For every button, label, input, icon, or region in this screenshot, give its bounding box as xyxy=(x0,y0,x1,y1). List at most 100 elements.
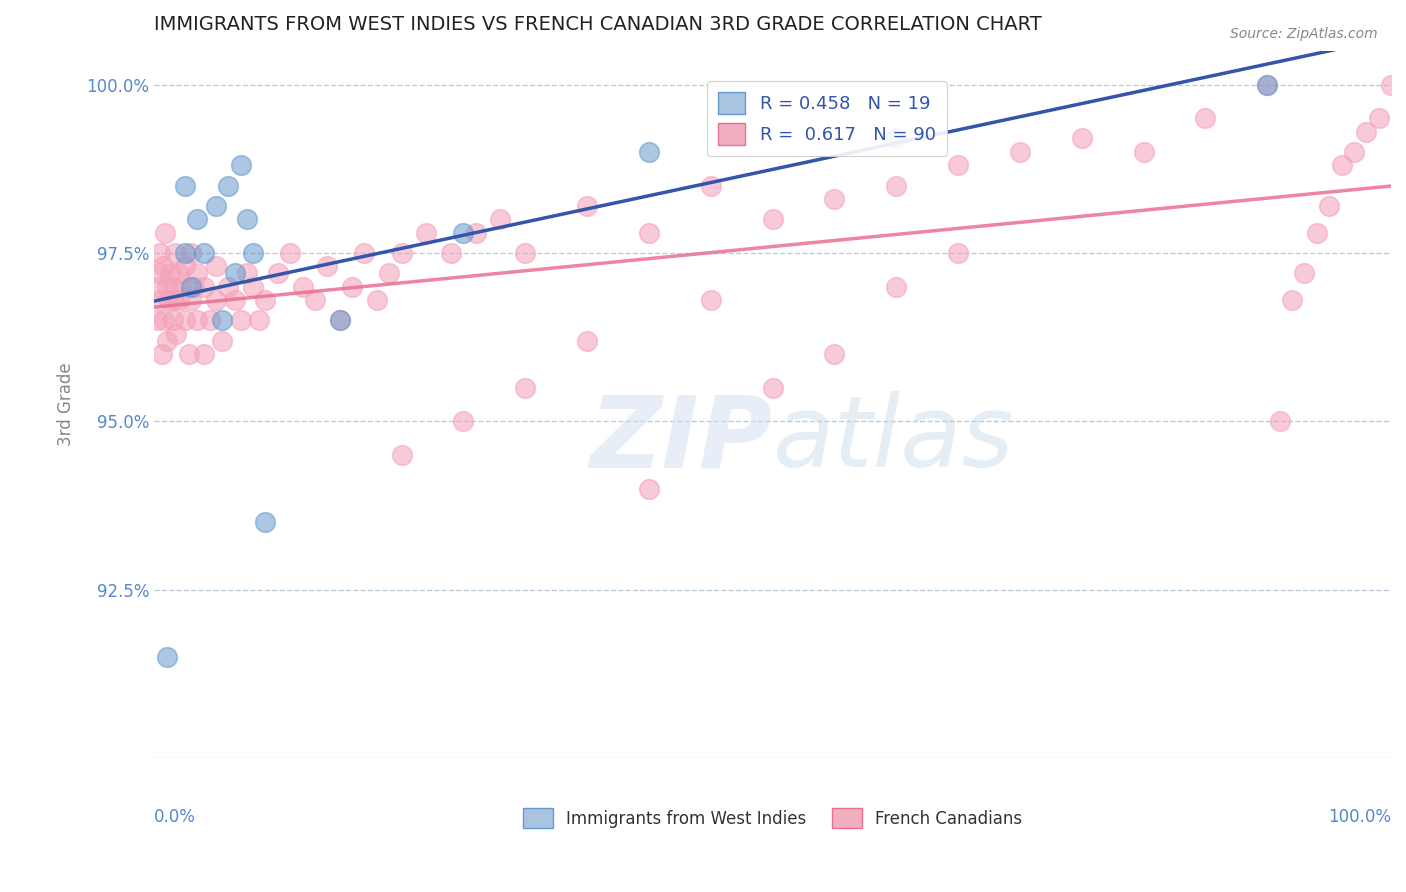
Point xyxy=(1306,226,1329,240)
Point xyxy=(174,260,197,274)
Point xyxy=(1256,78,1278,92)
Point xyxy=(1317,199,1340,213)
Point xyxy=(267,266,290,280)
Point xyxy=(205,293,228,307)
Point xyxy=(180,293,202,307)
Point xyxy=(193,279,215,293)
Point xyxy=(146,279,169,293)
Point xyxy=(884,178,907,193)
Point xyxy=(1268,414,1291,428)
Point xyxy=(159,266,181,280)
Point xyxy=(155,226,177,240)
Point xyxy=(217,279,239,293)
Point xyxy=(205,199,228,213)
Point xyxy=(242,246,264,260)
Point xyxy=(391,448,413,462)
Point xyxy=(823,192,845,206)
Point xyxy=(1281,293,1303,307)
Point xyxy=(224,293,246,307)
Point xyxy=(1294,266,1316,280)
Legend: Immigrants from West Indies, French Canadians: Immigrants from West Indies, French Cana… xyxy=(516,801,1029,835)
Point xyxy=(576,199,599,213)
Point xyxy=(761,212,783,227)
Point xyxy=(152,260,174,274)
Y-axis label: 3rd Grade: 3rd Grade xyxy=(58,363,75,446)
Point xyxy=(329,313,352,327)
Point xyxy=(638,145,661,159)
Point xyxy=(149,293,172,307)
Point xyxy=(174,178,197,193)
Point xyxy=(1355,125,1378,139)
Point xyxy=(193,347,215,361)
Point xyxy=(153,313,176,327)
Text: IMMIGRANTS FROM WEST INDIES VS FRENCH CANADIAN 3RD GRADE CORRELATION CHART: IMMIGRANTS FROM WEST INDIES VS FRENCH CA… xyxy=(155,15,1042,34)
Point xyxy=(242,279,264,293)
Point xyxy=(254,516,277,530)
Text: Source: ZipAtlas.com: Source: ZipAtlas.com xyxy=(1230,27,1378,41)
Point xyxy=(489,212,512,227)
Point xyxy=(155,279,177,293)
Point xyxy=(247,313,270,327)
Point xyxy=(211,334,233,348)
Point xyxy=(155,650,177,665)
Point xyxy=(148,266,170,280)
Point xyxy=(236,266,259,280)
Point xyxy=(278,246,301,260)
Point xyxy=(180,279,202,293)
Point xyxy=(1008,145,1031,159)
Text: 0.0%: 0.0% xyxy=(155,808,195,826)
Point xyxy=(174,313,197,327)
Point xyxy=(340,279,363,293)
Point xyxy=(165,326,187,341)
Point xyxy=(515,381,537,395)
Point xyxy=(329,313,352,327)
Point xyxy=(229,313,252,327)
Point xyxy=(149,246,172,260)
Point xyxy=(1379,78,1402,92)
Point xyxy=(366,293,388,307)
Point xyxy=(391,246,413,260)
Point xyxy=(170,279,193,293)
Point xyxy=(186,313,208,327)
Point xyxy=(165,246,187,260)
Point xyxy=(145,313,167,327)
Point xyxy=(174,246,197,260)
Point xyxy=(761,381,783,395)
Point xyxy=(316,260,339,274)
Point xyxy=(440,246,463,260)
Point xyxy=(453,414,475,428)
Point xyxy=(186,212,208,227)
Point xyxy=(177,347,200,361)
Point xyxy=(236,212,259,227)
Point xyxy=(224,266,246,280)
Point xyxy=(163,293,186,307)
Point xyxy=(162,313,184,327)
Point xyxy=(823,347,845,361)
Point xyxy=(291,279,314,293)
Point xyxy=(183,279,205,293)
Point xyxy=(186,266,208,280)
Point xyxy=(378,266,401,280)
Point xyxy=(198,313,221,327)
Point xyxy=(884,279,907,293)
Point xyxy=(638,482,661,496)
Point xyxy=(254,293,277,307)
Point xyxy=(638,226,661,240)
Point xyxy=(1132,145,1154,159)
Point xyxy=(884,131,907,145)
Point xyxy=(167,266,190,280)
Point xyxy=(150,347,173,361)
Point xyxy=(1368,112,1391,126)
Point xyxy=(453,226,475,240)
Point xyxy=(155,334,177,348)
Point xyxy=(157,293,180,307)
Point xyxy=(180,246,202,260)
Point xyxy=(353,246,375,260)
Text: atlas: atlas xyxy=(772,392,1014,489)
Point xyxy=(415,226,437,240)
Point xyxy=(1330,158,1353,172)
Point xyxy=(162,279,184,293)
Point xyxy=(205,260,228,274)
Point xyxy=(167,293,190,307)
Point xyxy=(576,334,599,348)
